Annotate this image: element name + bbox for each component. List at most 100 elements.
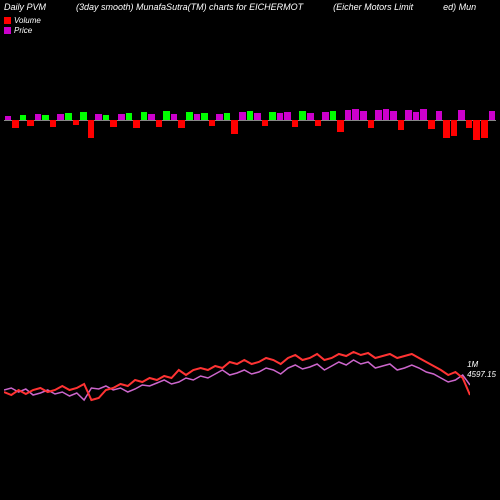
price-swatch — [4, 27, 11, 34]
bar — [163, 90, 170, 150]
bar — [405, 90, 412, 150]
bar-fill — [299, 111, 306, 120]
volume-bar-chart — [4, 90, 496, 150]
bar — [118, 90, 125, 150]
bar — [57, 90, 64, 150]
bar — [360, 90, 367, 150]
price-line-chart — [4, 310, 470, 440]
legend: Volume Price — [0, 14, 500, 38]
bar-fill — [368, 120, 375, 128]
bar — [73, 90, 80, 150]
bar — [284, 90, 291, 150]
bar — [103, 90, 110, 150]
header-center: (3day smooth) MunafaSutra(TM) charts for… — [76, 2, 303, 12]
bars-container — [4, 90, 496, 150]
legend-volume: Volume — [4, 16, 496, 25]
bar — [428, 90, 435, 150]
volume-swatch — [4, 17, 11, 24]
header-left: Daily PVM — [4, 2, 46, 12]
bar — [489, 90, 496, 150]
bar — [473, 90, 480, 150]
bar — [345, 90, 352, 150]
bar — [201, 90, 208, 150]
bar-fill — [224, 113, 231, 120]
bar-fill — [5, 116, 12, 120]
bar — [186, 90, 193, 150]
bar — [254, 90, 261, 150]
bar — [383, 90, 390, 150]
line-labels: 1M 4597.15 — [467, 360, 496, 381]
bar — [390, 90, 397, 150]
bar-fill — [103, 115, 110, 120]
bar — [178, 90, 185, 150]
bar — [50, 90, 57, 150]
label-value: 4597.15 — [467, 370, 496, 380]
bar — [292, 90, 299, 150]
bar-fill — [141, 112, 148, 120]
bar — [269, 90, 276, 150]
bar — [277, 90, 284, 150]
bar-fill — [35, 114, 42, 120]
bar — [95, 90, 102, 150]
bar-fill — [360, 111, 367, 120]
bar — [12, 90, 19, 150]
bar-fill — [216, 114, 223, 120]
bar-fill — [194, 114, 201, 120]
bar — [458, 90, 465, 150]
bar-fill — [277, 113, 284, 120]
bar — [330, 90, 337, 150]
bar-fill — [405, 110, 412, 120]
bar — [141, 90, 148, 150]
bar-fill — [398, 120, 405, 130]
bar-fill — [284, 112, 291, 120]
bar — [368, 90, 375, 150]
bar — [398, 90, 405, 150]
bar — [110, 90, 117, 150]
bar-fill — [322, 112, 329, 120]
bar — [27, 90, 34, 150]
bar — [80, 90, 87, 150]
bar-fill — [375, 110, 382, 120]
bar-fill — [126, 113, 133, 120]
bar-fill — [383, 109, 390, 120]
bar — [481, 90, 488, 150]
bar-fill — [337, 120, 344, 132]
bar — [88, 90, 95, 150]
bar-fill — [458, 110, 465, 120]
bar-fill — [118, 114, 125, 120]
bar-fill — [163, 111, 170, 120]
bar-fill — [262, 120, 269, 126]
bar — [322, 90, 329, 150]
bar-fill — [247, 111, 254, 120]
bar-fill — [352, 109, 359, 120]
bar-fill — [133, 120, 140, 128]
bar-fill — [12, 120, 19, 128]
bar — [42, 90, 49, 150]
price-label: Price — [14, 26, 32, 35]
bar-fill — [80, 112, 87, 120]
bar — [307, 90, 314, 150]
bar — [20, 90, 27, 150]
bar-fill — [345, 110, 352, 120]
bar-fill — [436, 111, 443, 120]
legend-price: Price — [4, 26, 496, 35]
bar-fill — [269, 112, 276, 120]
bar-fill — [73, 120, 80, 125]
bar — [171, 90, 178, 150]
bar-fill — [231, 120, 238, 134]
bar-fill — [209, 120, 216, 126]
bar-fill — [148, 114, 155, 120]
bar-fill — [239, 112, 246, 120]
bar — [299, 90, 306, 150]
bar-fill — [156, 120, 163, 127]
bar — [352, 90, 359, 150]
header-right: (Eicher Motors Limit — [333, 2, 413, 12]
header-far-right: ed) Mun — [443, 2, 476, 12]
bar — [133, 90, 140, 150]
bar-fill — [171, 114, 178, 120]
bar-fill — [178, 120, 185, 128]
bar — [35, 90, 42, 150]
bar — [436, 90, 443, 150]
bar-fill — [473, 120, 480, 140]
bar — [315, 90, 322, 150]
